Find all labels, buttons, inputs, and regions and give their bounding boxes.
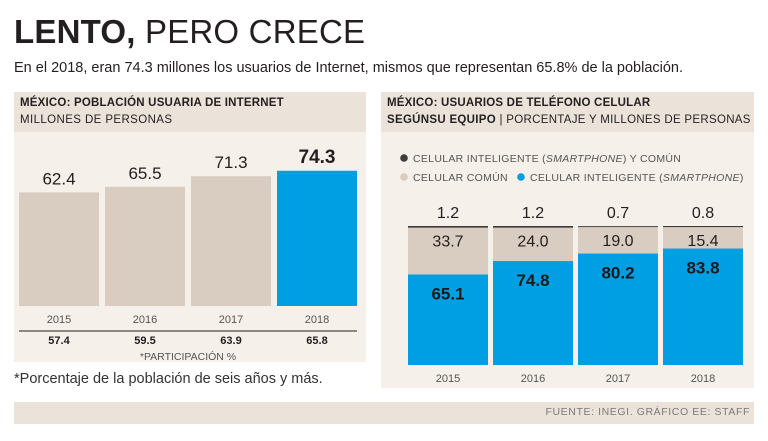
right-x-tick-label: 2015 [436, 373, 460, 385]
left-bar-2017 [191, 176, 271, 306]
left-participation-value: 63.9 [220, 335, 241, 347]
right-smartphone-value-label: 83.8 [686, 259, 719, 278]
right-panel-title: MÉXICO: USUARIOS DE TELÉFONO CELULAR [387, 97, 651, 109]
left-bar-value-label: 62.4 [42, 169, 75, 188]
left-participation-value: 65.8 [306, 335, 327, 347]
legend-marker [400, 154, 408, 162]
left-panel-header: MÉXICO: POBLACIÓN USUARIA DE INTERNET MI… [14, 92, 366, 132]
legend-label: CELULAR INTELIGENTE (SMARTPHONE) [530, 172, 744, 184]
right-x-tick-label: 2017 [606, 373, 630, 385]
right-panel-header: MÉXICO: USUARIOS DE TELÉFONO CELULAR SEG… [381, 92, 754, 132]
left-bar-2018 [277, 170, 357, 306]
right-bar-ambos-2015 [408, 226, 488, 228]
left-participation-value: 57.4 [48, 335, 70, 347]
right-bar-ambos-2016 [493, 226, 573, 228]
right-comun-value-label: 19.0 [602, 233, 633, 250]
right-bar-comun-2016 [493, 227, 573, 262]
right-comun-value-label: 15.4 [687, 233, 718, 250]
footnote: *Porcentaje de la población de seis años… [14, 371, 323, 387]
left-bar-2016 [105, 186, 185, 306]
left-bar-value-label: 65.5 [128, 164, 161, 183]
page-subtitle: En el 2018, eran 74.3 millones los usuar… [14, 60, 684, 76]
right-bar-smartphone-2015 [408, 274, 488, 365]
right-comun-value-label: 24.0 [517, 234, 548, 251]
right-bar-ambos-2017 [578, 226, 658, 228]
right-ambos-value-label: 1.2 [437, 205, 459, 222]
right-panel-subtitle: SEGÚNSU EQUIPO | PORCENTAJE Y MILLONES D… [387, 114, 751, 126]
title-rest: PERO CRECE [144, 13, 366, 50]
legend-label: CELULAR INTELIGENTE (SMARTPHONE) Y COMÚN [413, 152, 681, 165]
legend-marker [400, 173, 408, 181]
right-panel-subtitle-bold: SEGÚNSU EQUIPO [387, 114, 496, 126]
left-participation-value: 59.5 [134, 335, 155, 347]
right-ambos-value-label: 1.2 [522, 205, 544, 222]
legend-marker [517, 173, 525, 181]
right-bar-comun-2015 [408, 227, 488, 275]
right-ambos-value-label: 0.7 [607, 205, 629, 222]
right-bar-ambos-2018 [663, 226, 743, 228]
right-bar-comun-2018 [663, 227, 743, 249]
left-panel-subtitle: MILLONES DE PERSONAS [20, 114, 173, 126]
title-bold: LENTO, [14, 13, 136, 50]
left-bar-value-label: 74.3 [299, 147, 336, 168]
right-comun-value-label: 33.7 [432, 234, 463, 251]
left-x-tick-label: 2016 [133, 314, 157, 326]
legend-label: CELULAR COMÚN [413, 171, 508, 184]
right-smartphone-value-label: 74.8 [516, 271, 549, 290]
right-x-tick-label: 2018 [691, 373, 715, 385]
right-bar-smartphone-2018 [663, 248, 743, 365]
participation-label: *PARTICIPACIÓN % [140, 350, 236, 363]
right-smartphone-value-label: 65.1 [431, 285, 464, 304]
left-x-tick-label: 2017 [219, 314, 243, 326]
page-title: LENTO, PERO CRECE [14, 12, 365, 52]
right-bar-comun-2017 [578, 227, 658, 254]
left-x-tick-label: 2018 [305, 314, 329, 326]
right-smartphone-value-label: 80.2 [601, 264, 634, 283]
source-credit: FUENTE: INEGI. GRÁFICO EE: STAFF [545, 406, 750, 418]
right-bar-smartphone-2017 [578, 253, 658, 365]
left-x-tick-label: 2015 [47, 314, 71, 326]
right-x-tick-label: 2016 [521, 373, 545, 385]
left-bar-value-label: 71.3 [214, 153, 247, 172]
left-panel-title: MÉXICO: POBLACIÓN USUARIA DE INTERNET [20, 97, 284, 109]
left-bar-2015 [19, 192, 99, 306]
right-bar-smartphone-2016 [493, 261, 573, 365]
right-panel-subtitle-separator: | [499, 114, 503, 126]
footer-bar: FUENTE: INEGI. GRÁFICO EE: STAFF [14, 402, 754, 424]
right-ambos-value-label: 0.8 [692, 205, 714, 222]
right-panel-subtitle-rest: PORCENTAJE Y MILLONES DE PERSONAS [506, 114, 751, 126]
